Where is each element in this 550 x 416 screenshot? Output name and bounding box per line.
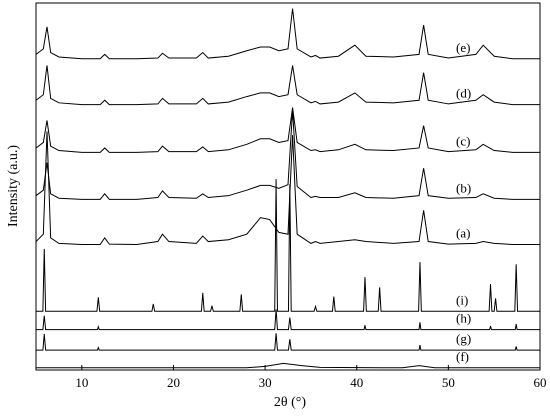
- trace-label: (c): [456, 133, 470, 148]
- trace-label: (i): [456, 292, 468, 307]
- x-axis-label: 2θ (°): [274, 395, 306, 410]
- trace: [36, 309, 540, 331]
- trace: [36, 179, 540, 312]
- trace: [36, 333, 540, 351]
- trace: [35, 65, 540, 106]
- x-tick-label: 10: [75, 375, 88, 390]
- y-axis-label: Intensity (a.u.): [6, 145, 21, 227]
- x-tick-label: 30: [259, 375, 272, 390]
- trace: [35, 110, 540, 200]
- trace-label: (e): [456, 40, 470, 55]
- trace-label: (h): [456, 311, 471, 326]
- trace-label: (a): [456, 225, 470, 240]
- trace-label: (f): [456, 349, 469, 364]
- trace-label: (b): [456, 180, 471, 195]
- trace-label: (d): [456, 86, 471, 101]
- trace: [35, 131, 540, 245]
- x-tick-label: 50: [442, 375, 455, 390]
- x-tick-label: 20: [167, 375, 180, 390]
- trace-label: (g): [456, 331, 471, 346]
- trace: [35, 8, 540, 60]
- x-tick-label: 60: [534, 375, 547, 390]
- trace: [35, 107, 540, 153]
- x-tick-label: 40: [350, 375, 363, 390]
- plot-frame: [35, 2, 541, 371]
- trace: [36, 362, 540, 369]
